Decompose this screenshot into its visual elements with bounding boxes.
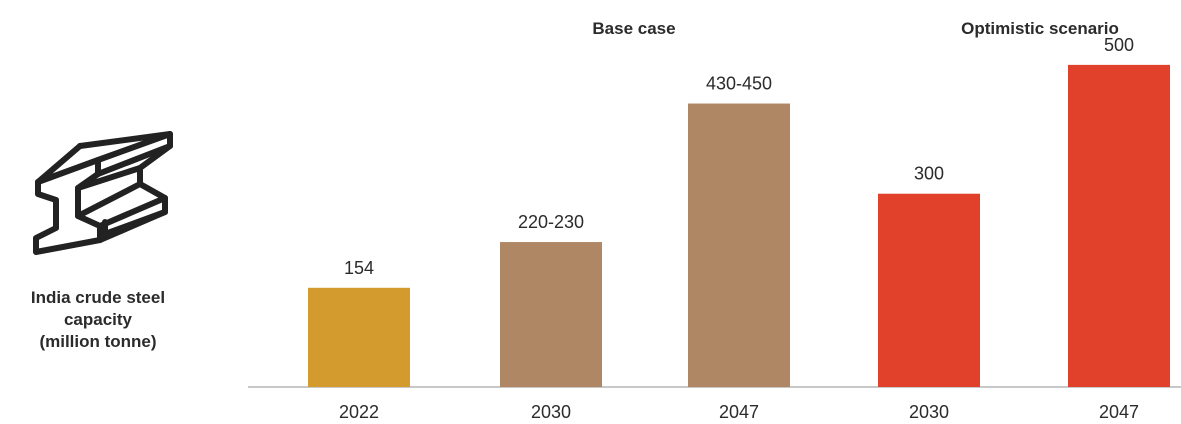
bar-5 [1068,64,1170,387]
x-tick-label-3: 2047 [719,402,759,422]
group-label-optimistic-scenario: Optimistic scenario [961,19,1119,38]
x-tick-label-4: 2030 [909,402,949,422]
group-label-base-case: Base case [592,19,675,38]
y-axis-label-line-1: India crude steel [30,288,166,307]
x-tick-label-5: 2047 [1099,402,1139,422]
steel-i-beam-icon [33,131,173,255]
y-axis-label: India crude steel capacity (million tonn… [0,287,196,353]
data-label-3: 430-450 [706,74,772,94]
bar-1 [308,287,410,387]
data-label-2: 220-230 [518,212,584,232]
y-axis-label-line-2: capacity [63,310,133,329]
data-label-5: 500 [1104,35,1134,55]
y-axis-label-line-3: (million tonne) [39,332,157,351]
x-tick-label-2: 2030 [531,402,571,422]
x-tick-label-1: 2022 [339,402,379,422]
data-label-1: 154 [344,258,374,278]
bar-4 [878,193,980,387]
bar-3 [688,103,790,388]
bar-2 [500,242,602,387]
data-label-4: 300 [914,164,944,184]
